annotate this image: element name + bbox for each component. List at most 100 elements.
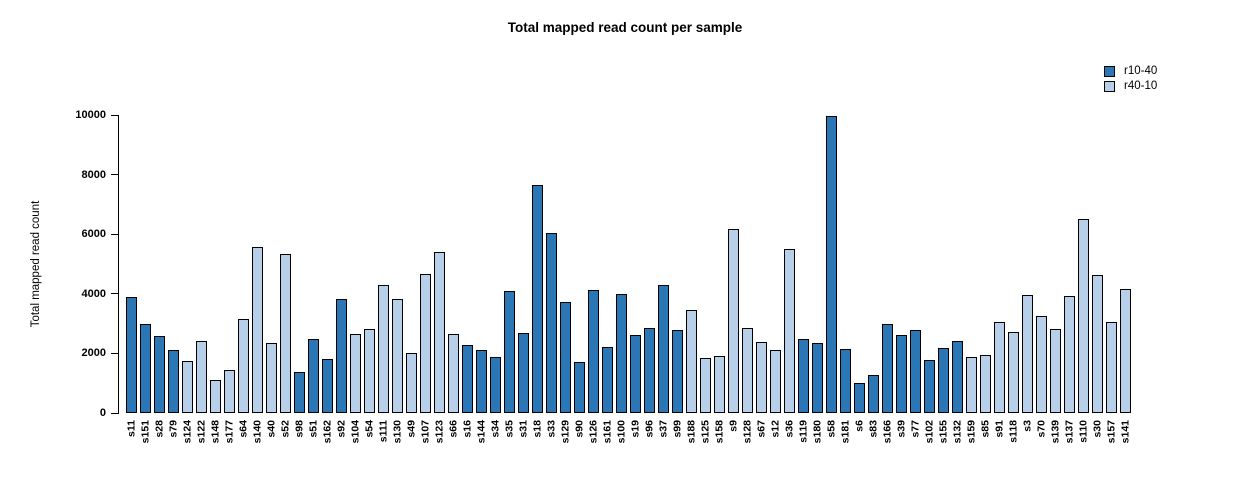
x-tick-label-s11: s11 xyxy=(125,420,137,437)
bar-s70 xyxy=(1036,316,1047,413)
x-tick-label-s33: s33 xyxy=(545,420,557,438)
bar-s132 xyxy=(952,341,963,413)
bar-column-s111: s111 xyxy=(377,115,389,442)
x-tick-label-s96: s96 xyxy=(643,420,655,438)
bar-column-s90: s90 xyxy=(573,115,585,438)
x-tick-label-s125: s125 xyxy=(699,420,711,444)
x-tick-label-s177: s177 xyxy=(223,420,235,444)
bar-s162 xyxy=(322,359,333,413)
bar-s98 xyxy=(294,372,305,413)
bar-s64 xyxy=(238,319,249,413)
bar-column-s130: s130 xyxy=(391,115,403,443)
x-tick-label-s70: s70 xyxy=(1035,420,1047,438)
bar-column-s36: s36 xyxy=(783,115,795,438)
x-tick-label-s123: s123 xyxy=(433,420,445,444)
bar-s39 xyxy=(896,335,907,413)
bar-column-s83: s83 xyxy=(867,115,879,438)
bar-column-s18: s18 xyxy=(531,115,543,438)
bar-s34 xyxy=(490,357,501,413)
x-tick-label-s188: s188 xyxy=(685,420,697,444)
x-tick-label-s158: s158 xyxy=(713,420,725,444)
x-tick-label-s124: s124 xyxy=(181,420,193,444)
x-tick-label-s126: s126 xyxy=(587,420,599,444)
x-tick-label-s137: s137 xyxy=(1063,420,1075,444)
bar-column-s37: s37 xyxy=(657,115,669,438)
bar-column-s92: s92 xyxy=(335,115,347,438)
y-tick-mark xyxy=(111,233,118,235)
x-tick-label-s161: s161 xyxy=(601,420,613,444)
bar-column-s79: s79 xyxy=(167,115,179,438)
bar-s99 xyxy=(672,330,683,413)
bar-s158 xyxy=(714,356,725,413)
bar-s123 xyxy=(434,252,445,413)
chart-title: Total mapped read count per sample xyxy=(507,20,743,35)
x-tick-label-s52: s52 xyxy=(279,420,291,438)
bar-s139 xyxy=(1050,329,1061,413)
bar-s19 xyxy=(630,335,641,413)
bar-s96 xyxy=(644,328,655,413)
bar-column-s181: s181 xyxy=(839,115,851,443)
bar-column-s166: s166 xyxy=(881,115,893,443)
bar-s181 xyxy=(840,349,851,413)
legend-row-r40-10: r40-10 xyxy=(1104,79,1157,94)
bar-s66 xyxy=(448,334,459,413)
bar-column-s39: s39 xyxy=(895,115,907,438)
legend-label: r40-10 xyxy=(1124,80,1158,92)
bar-column-s99: s99 xyxy=(671,115,683,438)
bar-s151 xyxy=(140,324,151,413)
bar-s79 xyxy=(168,350,179,413)
legend: r10-40 r40-10 xyxy=(1104,64,1157,94)
bar-s141 xyxy=(1120,289,1131,413)
x-tick-label-s148: s148 xyxy=(209,420,221,444)
x-tick-label-s3: s3 xyxy=(1021,420,1033,432)
x-tick-label-s91: s91 xyxy=(993,420,1005,438)
bar-column-s96: s96 xyxy=(643,115,655,438)
bar-column-s66: s66 xyxy=(447,115,459,438)
bar-s51 xyxy=(308,339,319,413)
bar-s140 xyxy=(252,247,263,413)
bar-column-s9: s9 xyxy=(727,115,739,432)
bar-s166 xyxy=(882,324,893,413)
x-tick-label-s6: s6 xyxy=(853,420,865,432)
bar-column-s132: s132 xyxy=(951,115,963,443)
x-tick-label-s58: s58 xyxy=(825,420,837,438)
y-tick-label: 0 xyxy=(99,407,106,419)
bar-column-s49: s49 xyxy=(405,115,417,438)
bar-s58 xyxy=(826,116,837,413)
bar-s129 xyxy=(560,302,571,413)
x-tick-label-s140: s140 xyxy=(251,420,263,444)
bar-s12 xyxy=(770,350,781,413)
bar-column-s125: s125 xyxy=(699,115,711,443)
bar-column-s58: s58 xyxy=(825,115,837,438)
bar-s125 xyxy=(700,358,711,413)
y-tick-label: 10000 xyxy=(75,109,106,121)
bar-s119 xyxy=(798,339,809,413)
bar-column-s140: s140 xyxy=(251,115,263,443)
bar-column-s30: s30 xyxy=(1091,115,1103,438)
bar-s102 xyxy=(924,360,935,413)
x-tick-label-s102: s102 xyxy=(923,420,935,444)
x-tick-label-s99: s99 xyxy=(671,420,683,438)
bar-column-s148: s148 xyxy=(209,115,221,443)
bar-s122 xyxy=(196,341,207,413)
bar-s124 xyxy=(182,361,193,413)
x-tick-label-s36: s36 xyxy=(783,420,795,438)
x-tick-label-s107: s107 xyxy=(419,420,431,444)
bar-s110 xyxy=(1078,219,1089,413)
bar-s40 xyxy=(266,343,277,413)
bar-s91 xyxy=(994,322,1005,413)
bar-s188 xyxy=(686,310,697,413)
x-tick-label-s181: s181 xyxy=(839,420,851,444)
bar-s107 xyxy=(420,274,431,413)
x-tick-label-s9: s9 xyxy=(727,420,739,432)
bar-column-s102: s102 xyxy=(923,115,935,443)
bar-column-s158: s158 xyxy=(713,115,725,443)
bar-column-s33: s33 xyxy=(545,115,557,438)
bar-s104 xyxy=(350,334,361,413)
y-tick-mark xyxy=(111,293,118,295)
bar-column-s188: s188 xyxy=(685,115,697,443)
x-tick-label-s100: s100 xyxy=(615,420,627,444)
x-tick-label-s92: s92 xyxy=(335,420,347,438)
bar-s85 xyxy=(980,355,991,413)
